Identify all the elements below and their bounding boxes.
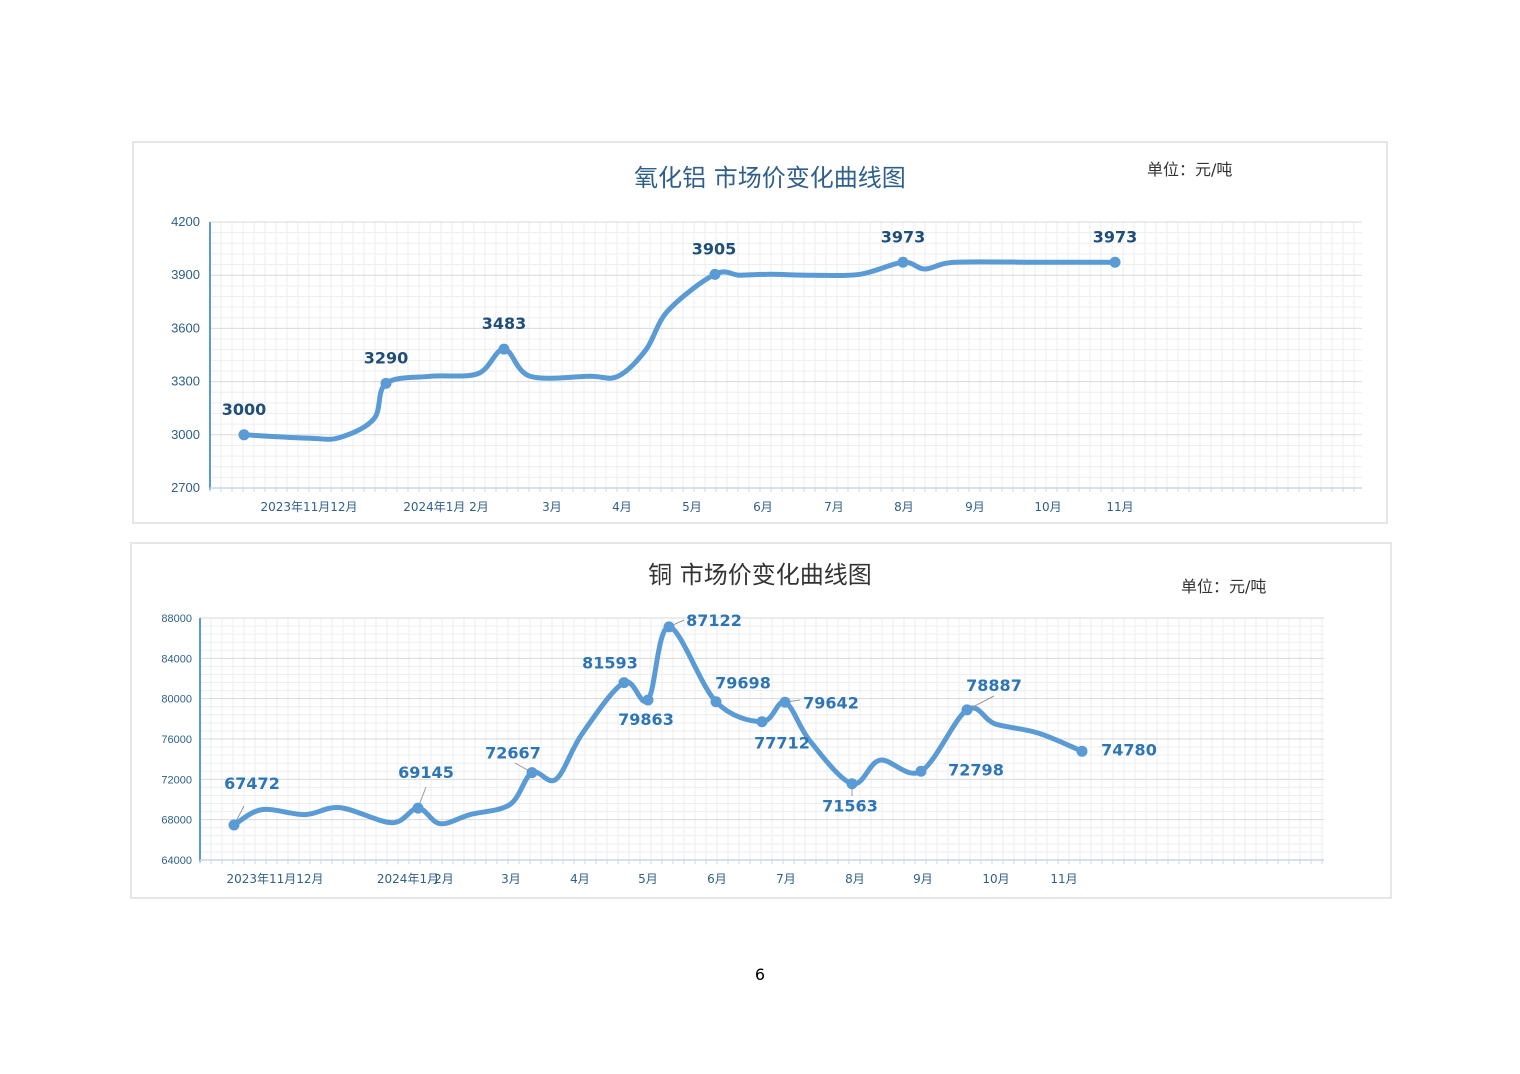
alumina-ytick-label: 3300 [171, 374, 200, 389]
copper-ytick-label: 72000 [161, 774, 192, 786]
alumina-data-label: 3905 [692, 239, 737, 258]
copper-ytick-label: 80000 [161, 694, 192, 706]
copper-data-label: 79863 [618, 710, 674, 729]
copper-xtick-label: 2月 [434, 872, 454, 886]
alumina-minor-grid [209, 222, 1362, 488]
copper-data-label: 67472 [224, 774, 280, 793]
copper-data-label: 79698 [715, 674, 771, 693]
copper-unit-label: 单位：元/吨 [1181, 577, 1267, 596]
copper-data-label: 72798 [948, 760, 1004, 779]
alumina-data-point [709, 268, 721, 280]
copper-data-point [915, 765, 927, 777]
copper-xtick-label: 8月 [845, 872, 865, 886]
alumina-ytick-label: 3000 [171, 427, 200, 442]
alumina-ytick-label: 4200 [171, 214, 200, 229]
alumina-xtick-label: 3月 [542, 500, 562, 514]
copper-xtick-label: 2023年11月12月 [226, 872, 323, 886]
copper-data-point [846, 778, 858, 790]
copper-data-point [710, 696, 722, 708]
alumina-data-point [238, 429, 250, 441]
alumina-xtick-label: 2023年11月12月 [260, 500, 357, 514]
alumina-ytick-label: 3900 [171, 267, 200, 282]
alumina-ytick-label: 2700 [171, 480, 200, 495]
alumina-xtick-label: 4月 [612, 500, 632, 514]
alumina-ytick-label: 3600 [171, 320, 200, 335]
copper-xtick-label: 9月 [913, 872, 933, 886]
alumina-xtick-label: 10月 [1034, 500, 1061, 514]
alumina-data-label: 3973 [1093, 227, 1138, 246]
alumina-xtick-label: 8月 [894, 500, 914, 514]
copper-data-point [1076, 745, 1088, 757]
copper-data-point [663, 621, 675, 633]
alumina-data-point [498, 343, 510, 355]
copper-data-point [779, 696, 791, 708]
copper-data-label: 87122 [686, 611, 742, 630]
copper-data-label: 78887 [966, 676, 1022, 695]
page-number: 6 [754, 965, 766, 984]
alumina-data-point [380, 377, 392, 389]
alumina-xtick-label: 9月 [965, 500, 985, 514]
alumina-xtick-label: 7月 [824, 500, 844, 514]
alumina-xtick-label: 5月 [682, 500, 702, 514]
alumina-data-label: 3483 [482, 314, 527, 333]
copper-ytick-label: 88000 [161, 613, 192, 625]
alumina-unit-label: 单位：元/吨 [1147, 160, 1233, 179]
copper-data-point [618, 677, 630, 689]
alumina-data-label: 3290 [364, 348, 409, 367]
copper-data-point [526, 767, 538, 779]
alumina-xtick-label: 6月 [753, 500, 773, 514]
copper-xtick-label: 6月 [707, 872, 727, 886]
copper-xtick-label: 7月 [776, 872, 796, 886]
copper-data-label: 79642 [803, 693, 859, 712]
copper-chart-title: 铜 市场价变化曲线图 [648, 561, 872, 589]
alumina-data-label: 3973 [881, 227, 926, 246]
copper-ytick-label: 76000 [161, 734, 192, 746]
alumina-data-point [897, 256, 909, 268]
copper-ytick-label: 64000 [161, 855, 192, 867]
copper-data-point [642, 694, 654, 706]
alumina-data-label: 3000 [222, 400, 267, 419]
alumina-xtick-label: 2024年1月 2月 [403, 500, 489, 514]
copper-xtick-label: 3月 [501, 872, 521, 886]
copper-ytick-label: 84000 [161, 653, 192, 665]
copper-xtick-label: 2024年1月 [377, 872, 439, 886]
copper-xtick-label: 10月 [982, 872, 1009, 886]
copper-data-label: 69145 [398, 763, 454, 782]
copper-data-label: 74780 [1101, 740, 1157, 759]
copper-ytick-label: 68000 [161, 815, 192, 827]
alumina-price-line [241, 259, 1118, 442]
copper-data-point [412, 802, 424, 814]
alumina-xtick-label: 11月 [1106, 500, 1133, 514]
copper-data-label: 81593 [582, 654, 638, 673]
copper-xtick-label: 4月 [570, 872, 590, 886]
copper-xtick-label: 5月 [638, 872, 658, 886]
copper-data-point [228, 819, 240, 831]
alumina-plot-area [210, 222, 1362, 488]
alumina-chart-title: 氧化铝 市场价变化曲线图 [634, 164, 906, 192]
copper-data-label: 72667 [485, 744, 541, 763]
copper-xtick-label: 11月 [1050, 872, 1077, 886]
alumina-data-point [1109, 256, 1121, 268]
copper-data-label: 77712 [754, 734, 810, 753]
copper-data-point [961, 704, 973, 716]
copper-data-label: 71563 [822, 797, 878, 816]
copper-data-point [756, 716, 768, 728]
